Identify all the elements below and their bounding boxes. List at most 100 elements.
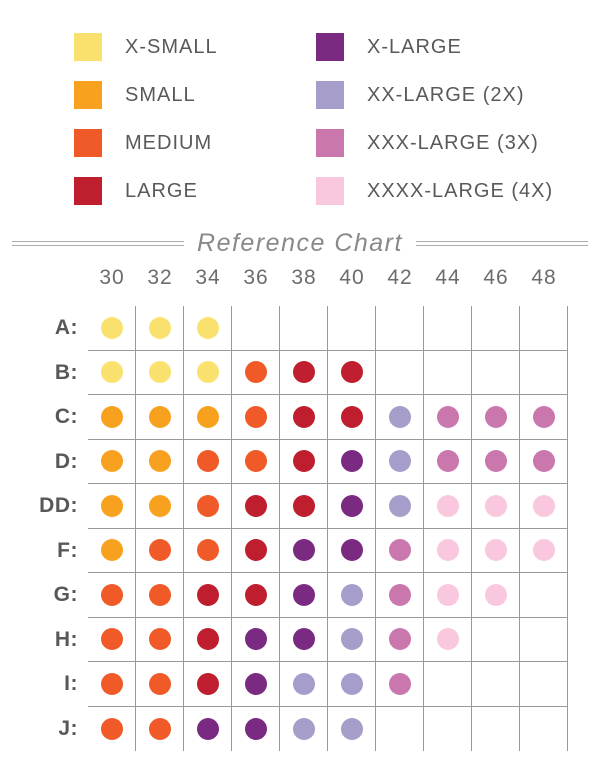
- grid-cell-I-30: [88, 662, 136, 707]
- legend-label: XXX-LARGE (3X): [367, 131, 539, 154]
- size-dot-M: [196, 450, 219, 473]
- grid-cell-D-46: [472, 439, 520, 484]
- grid-cell-F-42: [376, 528, 424, 573]
- size-dot-XL: [196, 717, 219, 740]
- grid-cell-C-30: [88, 395, 136, 440]
- grid-cell-I-40: [328, 662, 376, 707]
- legend-item-xxx-large-3x: XXX-LARGE (3X): [316, 129, 553, 157]
- size-dot-S: [100, 494, 123, 517]
- column-headers: 30 32 34 36 38 40 42 44 46 48: [88, 266, 568, 290]
- grid-cell-DD-48: [520, 484, 568, 529]
- chart-title-row: Reference Chart: [12, 229, 588, 258]
- grid-cell-A-42: [376, 306, 424, 351]
- grid-cell-H-30: [88, 617, 136, 662]
- grid-cell-F-38: [280, 528, 328, 573]
- grid-cell-D-38: [280, 439, 328, 484]
- size-dot-L: [196, 583, 219, 606]
- size-dot-4X: [532, 539, 555, 562]
- grid-cell-C-34: [184, 395, 232, 440]
- column-header-42: 42: [387, 266, 413, 289]
- size-dot-2X: [388, 450, 411, 473]
- size-dot-S: [148, 405, 171, 428]
- grid-cell-C-48: [520, 395, 568, 440]
- grid-cell-A-30: [88, 306, 136, 351]
- grid-cell-G-34: [184, 573, 232, 618]
- grid-cell-D-48: [520, 439, 568, 484]
- size-dot-2X: [340, 628, 363, 651]
- legend-swatch-xxxx-large-4x: [316, 177, 344, 205]
- grid-cell-C-38: [280, 395, 328, 440]
- grid-cell-C-32: [136, 395, 184, 440]
- size-dot-2X: [388, 405, 411, 428]
- grid-cell-G-44: [424, 573, 472, 618]
- legend-label: XX-LARGE (2X): [367, 83, 525, 106]
- grid-cell-H-46: [472, 617, 520, 662]
- grid-cell-D-40: [328, 439, 376, 484]
- row-label-C: C:: [54, 405, 78, 429]
- size-dot-L: [340, 405, 363, 428]
- size-dot-2X: [292, 672, 315, 695]
- size-dot-L: [196, 628, 219, 651]
- legend-swatch-xxx-large-3x: [316, 129, 344, 157]
- legend-item-medium: MEDIUM: [74, 129, 316, 157]
- grid-cell-J-34: [184, 706, 232, 751]
- grid-cell-I-48: [520, 662, 568, 707]
- size-dot-M: [148, 672, 171, 695]
- grid-cell-I-42: [376, 662, 424, 707]
- size-dot-3X: [388, 628, 411, 651]
- grid-cell-H-44: [424, 617, 472, 662]
- grid-cell-G-30: [88, 573, 136, 618]
- size-dot-3X: [388, 583, 411, 606]
- size-dot-M: [196, 494, 219, 517]
- grid-cell-J-40: [328, 706, 376, 751]
- column-header-38: 38: [291, 266, 317, 289]
- column-header-34: 34: [195, 266, 221, 289]
- legend-swatch-x-small: [74, 33, 102, 61]
- grid-cell-H-42: [376, 617, 424, 662]
- grid-cell-F-34: [184, 528, 232, 573]
- grid-cell-B-48: [520, 350, 568, 395]
- grid-cell-I-44: [424, 662, 472, 707]
- grid-cell-DD-32: [136, 484, 184, 529]
- size-dot-3X: [484, 405, 507, 428]
- grid-cell-B-38: [280, 350, 328, 395]
- grid-cell-A-48: [520, 306, 568, 351]
- size-dot-M: [148, 628, 171, 651]
- size-dot-XS: [148, 361, 171, 384]
- grid-cell-J-32: [136, 706, 184, 751]
- grid-cell-G-42: [376, 573, 424, 618]
- size-dot-XL: [244, 628, 267, 651]
- grid-cell-H-34: [184, 617, 232, 662]
- grid-cell-B-36: [232, 350, 280, 395]
- size-dot-L: [292, 450, 315, 473]
- grid-cell-C-42: [376, 395, 424, 440]
- size-dot-XL: [244, 717, 267, 740]
- legend-swatch-xx-large-2x: [316, 81, 344, 109]
- grid-cell-A-32: [136, 306, 184, 351]
- grid-cell-F-30: [88, 528, 136, 573]
- grid-cell-F-44: [424, 528, 472, 573]
- grid-cell-A-46: [472, 306, 520, 351]
- row-label-H: H:: [54, 627, 78, 651]
- row-label-B: B:: [54, 360, 78, 384]
- size-dot-XL: [292, 583, 315, 606]
- size-dot-2X: [340, 717, 363, 740]
- legend-item-small: SMALL: [74, 81, 316, 109]
- grid-cell-D-44: [424, 439, 472, 484]
- grid-cell-G-36: [232, 573, 280, 618]
- grid-cell-B-40: [328, 350, 376, 395]
- grid-cell-F-48: [520, 528, 568, 573]
- size-dot-M: [196, 539, 219, 562]
- row-label-D: D:: [54, 449, 78, 473]
- grid-cell-A-36: [232, 306, 280, 351]
- size-dot-4X: [484, 583, 507, 606]
- size-dot-M: [100, 583, 123, 606]
- size-dot-XL: [340, 539, 363, 562]
- size-dot-M: [148, 539, 171, 562]
- grid-cell-F-36: [232, 528, 280, 573]
- size-dot-M: [244, 450, 267, 473]
- size-dot-4X: [532, 494, 555, 517]
- grid-cell-H-36: [232, 617, 280, 662]
- size-dot-XL: [340, 494, 363, 517]
- size-dot-4X: [436, 583, 459, 606]
